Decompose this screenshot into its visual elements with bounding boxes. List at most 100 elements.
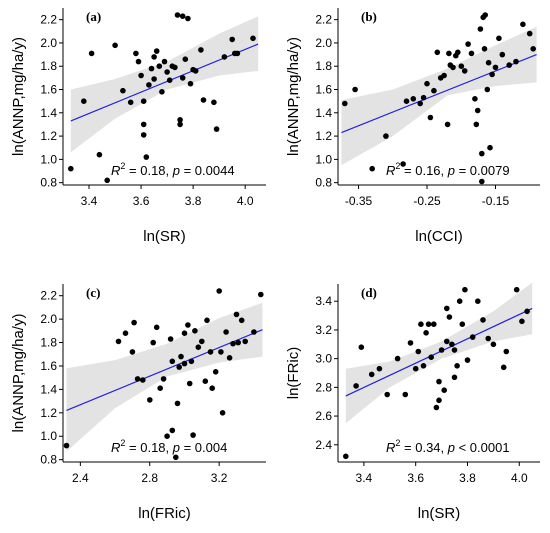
- data-point: [482, 12, 489, 18]
- data-point: [173, 454, 179, 461]
- data-point: [192, 68, 199, 74]
- data-point: [353, 383, 359, 389]
- data-point: [135, 58, 142, 65]
- data-point: [433, 404, 440, 411]
- data-point: [213, 126, 220, 132]
- data-point: [503, 348, 510, 355]
- data-point: [221, 54, 228, 60]
- y-axis-title: ln(ANNP,mg/ha/y): [10, 314, 27, 433]
- data-point: [352, 86, 358, 93]
- data-point: [209, 385, 215, 392]
- data-point: [226, 355, 233, 361]
- data-point: [526, 30, 533, 37]
- data-point: [400, 161, 406, 167]
- x-tick-label: 3.4: [81, 194, 98, 208]
- stats-annotation: R2 = 0.16, p = 0.0079: [386, 161, 510, 178]
- data-point: [251, 329, 257, 335]
- data-point: [174, 12, 181, 18]
- data-point: [436, 397, 442, 404]
- data-point: [242, 338, 248, 345]
- y-tick-label: 1.4: [315, 106, 332, 120]
- y-tick-label: 1.8: [40, 59, 57, 73]
- data-point: [187, 80, 194, 87]
- data-point: [394, 355, 401, 362]
- x-tick-label: 2.8: [141, 471, 158, 485]
- data-point: [369, 165, 376, 172]
- data-point: [477, 26, 484, 32]
- stats-annotation: R2 = 0.18, p = 0.0044: [111, 161, 235, 178]
- data-point: [417, 100, 424, 107]
- data-point: [499, 51, 506, 58]
- data-point: [474, 107, 481, 114]
- panel-label: (d): [361, 285, 377, 300]
- y-tick-label: 1.2: [40, 129, 57, 143]
- y-tick-label: 0.8: [315, 176, 332, 190]
- data-point: [179, 13, 186, 19]
- r2-value: = 0.18,: [125, 440, 172, 455]
- x-axis-title: ln(SR): [418, 505, 461, 522]
- r2-symbol: R: [386, 163, 395, 178]
- data-point: [190, 432, 196, 438]
- data-point: [407, 340, 414, 346]
- x-tick-label: 3.6: [407, 471, 424, 485]
- data-point: [212, 369, 219, 375]
- data-point: [192, 328, 198, 334]
- data-point: [444, 338, 450, 345]
- x-axis-title: ln(SR): [143, 228, 186, 245]
- data-point: [229, 36, 235, 43]
- data-point: [492, 64, 499, 71]
- x-tick-label: 4.0: [511, 471, 528, 485]
- data-point: [169, 358, 176, 365]
- data-point: [167, 336, 174, 342]
- data-point: [459, 321, 466, 328]
- data-point: [434, 49, 441, 56]
- data-point: [524, 308, 530, 315]
- y-axis-title: ln(ANNP,mg/ha/y): [10, 37, 27, 156]
- data-point: [177, 121, 183, 128]
- data-point: [181, 330, 188, 337]
- data-point: [431, 87, 437, 94]
- data-point: [444, 305, 450, 312]
- y-tick-label: 3.0: [315, 352, 332, 366]
- data-point: [195, 344, 202, 351]
- data-point: [418, 321, 424, 328]
- data-point: [185, 15, 191, 22]
- y-tick-label: 1.0: [40, 152, 57, 166]
- p-symbol: p: [172, 440, 180, 455]
- data-point: [219, 410, 226, 416]
- data-point: [513, 58, 519, 65]
- y-tick-label: 1.6: [40, 359, 57, 373]
- data-point: [178, 353, 184, 360]
- data-point: [484, 86, 491, 93]
- data-point: [176, 364, 182, 370]
- data-point: [420, 94, 427, 101]
- data-point: [140, 121, 147, 128]
- data-point: [376, 365, 383, 372]
- data-point: [129, 349, 136, 355]
- data-point: [506, 62, 512, 68]
- x-tick-label: 2.4: [72, 471, 89, 485]
- panel-d: 2.4 2.6 2.8 3.0 3.2 3.4 3.4 3.6 3.8 4.0 ln(SR) ln(F…: [285, 282, 540, 522]
- stats-annotation: R2 = 0.18, p = 0.004: [111, 438, 227, 455]
- data-point: [140, 377, 146, 383]
- data-point: [342, 100, 348, 107]
- data-point: [200, 97, 207, 103]
- data-point: [211, 99, 217, 106]
- p-value: = 0.0044: [180, 163, 235, 178]
- data-point: [496, 35, 502, 42]
- y-axis-title: ln(ANNP,mg/ha/y): [285, 37, 302, 156]
- data-point: [456, 298, 463, 305]
- data-point: [423, 330, 429, 336]
- y-tick-label: 2.2: [40, 289, 57, 303]
- data-point: [148, 65, 155, 72]
- x-tick-label: 3.2: [211, 471, 228, 485]
- data-point: [157, 385, 163, 392]
- r2-exponent: 2: [120, 438, 125, 448]
- data-point: [63, 442, 70, 449]
- data-point: [133, 50, 139, 57]
- data-point: [179, 75, 186, 81]
- data-point: [96, 151, 103, 158]
- confidence-band: [345, 282, 533, 424]
- data-point: [88, 50, 95, 57]
